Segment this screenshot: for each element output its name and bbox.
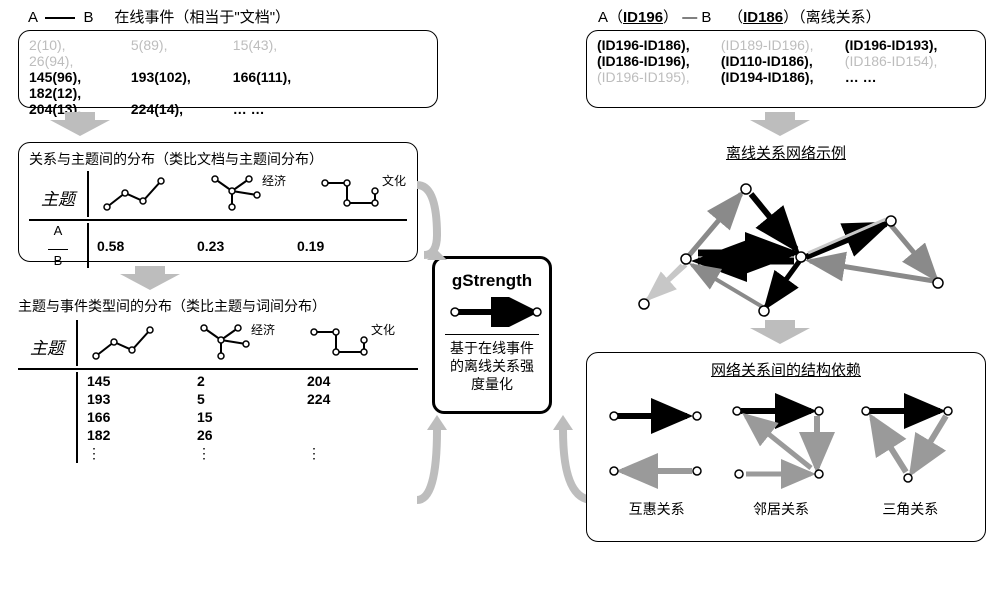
c: ⋮	[86, 444, 196, 463]
c: 5	[196, 390, 306, 408]
c: 166	[86, 408, 196, 426]
ab-b: B	[54, 253, 63, 268]
right-header: A（ID196） — B （ID186）（离线关系）	[598, 6, 881, 27]
rh-bid: ID186	[743, 9, 783, 26]
rh-aid: ID196	[623, 9, 663, 26]
c: 182	[86, 426, 196, 444]
c	[306, 426, 331, 444]
ev: 182(12),	[29, 85, 127, 101]
down-arrow-icon	[120, 266, 180, 296]
struct-box: 网络关系间的结构依赖 互惠关系	[586, 352, 986, 542]
topic-icons-row2: 经济 文化	[86, 320, 396, 362]
ab-bar	[45, 17, 75, 19]
header-a: A	[28, 9, 37, 26]
triangle-icon	[850, 386, 970, 496]
down-arrow-icon	[750, 320, 810, 350]
svg-text:文化: 文化	[371, 322, 395, 337]
ev: 26(94),	[29, 53, 127, 69]
ev: … …	[233, 101, 331, 117]
rh: A（	[598, 9, 623, 26]
ev: 2(10),	[29, 37, 127, 53]
dv: 0.23	[197, 238, 297, 254]
gstrength-label: gStrength	[445, 271, 539, 291]
connector-arrow-icon	[412, 410, 452, 510]
c: 145	[86, 372, 196, 390]
gstrength-arrow-icon	[445, 297, 545, 327]
reciprocal-icon	[602, 386, 712, 496]
gstrength-desc: 基于在线事件的离线关系强度量化	[445, 339, 539, 394]
down-arrow-icon	[750, 112, 810, 142]
c: 193	[86, 390, 196, 408]
c: 26	[196, 426, 306, 444]
rel3: 三角关系	[850, 499, 970, 519]
rh: ） — B	[663, 9, 711, 26]
ev: 166(111),	[233, 69, 331, 85]
box3-title: 主题与事件类型间的分布（类比主题与词间分布）	[18, 296, 418, 316]
down-arrow-icon	[50, 112, 110, 142]
box2-title: 关系与主题间的分布（类比文档与主题间分布）	[29, 149, 407, 169]
dv: 0.19	[297, 238, 397, 254]
left-header: A B 在线事件（相当于"文档"）	[28, 6, 290, 27]
p: (ID186-ID196),	[597, 53, 717, 69]
network-svg	[586, 169, 986, 319]
p: (ID110-ID186),	[721, 53, 841, 69]
ev: 145(96),	[29, 69, 127, 85]
p: (ID196-ID195),	[597, 69, 717, 85]
p: (ID189-ID196),	[721, 37, 841, 53]
topic-label2: 主题	[18, 320, 76, 366]
svg-text:经济: 经济	[262, 173, 286, 188]
header-b: B	[84, 9, 94, 26]
p: (ID194-ID186),	[721, 69, 841, 85]
struct-title: 网络关系间的结构依赖	[597, 359, 975, 380]
c: 224	[306, 390, 331, 408]
dv: 0.58	[97, 238, 197, 254]
ev: 224(14),	[131, 101, 229, 117]
neighbor-icon	[721, 386, 841, 496]
ev: 193(102),	[131, 69, 229, 85]
events-box: 2(10), 5(89), 15(43), 26(94), 145(96), 1…	[18, 30, 438, 108]
svg-text:经济: 经济	[251, 322, 275, 337]
c: 204	[306, 372, 331, 390]
rel1: 互惠关系	[602, 499, 712, 519]
rh: （	[728, 9, 743, 26]
p: (ID196-ID193),	[845, 37, 965, 53]
left-header-text: 在线事件（相当于"文档"）	[114, 9, 290, 26]
topic-label: 主题	[29, 171, 87, 217]
ev: 5(89),	[131, 37, 229, 53]
p: … …	[845, 69, 965, 85]
svg-text:文化: 文化	[382, 173, 406, 188]
c: ⋮	[196, 444, 306, 463]
c: ⋮	[306, 444, 331, 463]
rh: ）（离线关系）	[783, 9, 881, 26]
dist2-section: 主题与事件类型间的分布（类比主题与词间分布） 主题 经济	[18, 296, 418, 463]
net-title: 离线关系网络示例	[586, 142, 986, 163]
rel2: 邻居关系	[721, 499, 841, 519]
connector-arrow-icon	[412, 180, 452, 260]
network-example: 离线关系网络示例	[586, 142, 986, 322]
c: 15	[196, 408, 306, 426]
dist1-box: 关系与主题间的分布（类比文档与主题间分布） 主题 经济	[18, 142, 418, 262]
p: (ID196-ID186),	[597, 37, 717, 53]
c	[306, 408, 331, 426]
pairs-box: (ID196-ID186), (ID189-ID196), (ID196-ID1…	[586, 30, 986, 108]
topic-icons-row: 经济 文化	[97, 171, 407, 213]
p: (ID186-ID154),	[845, 53, 965, 69]
ev: 15(43),	[233, 37, 331, 53]
c: 2	[196, 372, 306, 390]
ab-a: A	[54, 223, 63, 238]
gstrength-box: gStrength 基于在线事件的离线关系强度量化	[432, 256, 552, 414]
